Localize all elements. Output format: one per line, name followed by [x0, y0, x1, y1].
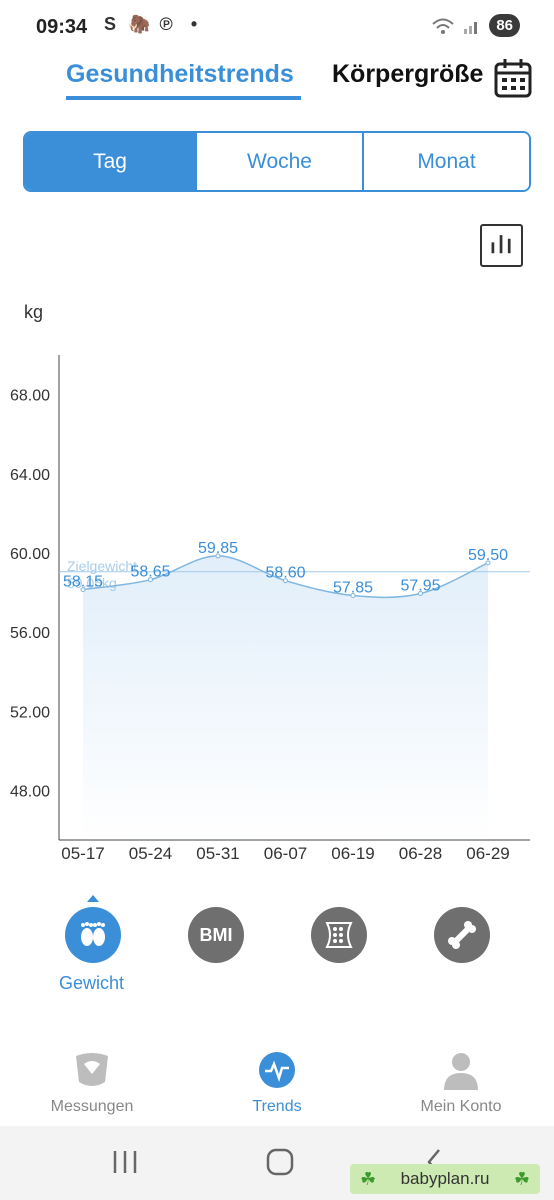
bar-chart-toggle-icon[interactable] [480, 224, 523, 267]
x-tick-label: 05-31 [196, 844, 239, 863]
data-point [418, 591, 423, 597]
nav-trends[interactable]: Trends [197, 1050, 357, 1116]
wifi-icon [432, 18, 454, 34]
active-metric-caret [87, 895, 99, 902]
recent-apps-icon[interactable] [105, 1146, 145, 1178]
scale-icon [76, 1053, 108, 1086]
data-value-label: 57.85 [333, 580, 373, 597]
data-point [350, 593, 356, 599]
period-tab-monat[interactable]: Monat [362, 133, 529, 190]
data-point [485, 560, 491, 566]
y-axis-unit: kg [24, 302, 44, 322]
x-tick-label: 06-29 [466, 844, 509, 863]
signal-icon [464, 21, 478, 34]
x-tick-label: 05-24 [129, 844, 172, 863]
status-time: 09:34 [36, 16, 88, 38]
watermark: ☘ babyplan.ru ☘ [350, 1164, 540, 1194]
system-status: 86 [431, 14, 520, 37]
top-tabs: Gesundheitstrends Körpergröße [0, 54, 554, 110]
clover-icon: ☘ [513, 1168, 530, 1189]
watermark-text: babyplan.ru [400, 1169, 490, 1188]
metric-body-composition-button[interactable] [311, 907, 367, 963]
data-value-label: 59.50 [468, 547, 508, 564]
status-bar: 09:34 S 🦣 ℗ • 86 [0, 0, 554, 54]
period-tab-tag[interactable]: Tag [25, 133, 195, 190]
metric-gewicht-button[interactable] [65, 907, 121, 963]
y-tick-label: 48.00 [10, 784, 50, 801]
tab-gesundheitstrends[interactable]: Gesundheitstrends [66, 60, 294, 88]
y-tick-label: 64.00 [10, 467, 50, 484]
data-value-label: 58.65 [130, 564, 170, 581]
y-tick-label: 60.00 [10, 546, 50, 563]
tab-koerpergroesse[interactable]: Körpergröße [332, 60, 484, 88]
metric-bmi-button[interactable]: BMI [188, 907, 244, 963]
data-value-label: 58.15 [63, 574, 103, 591]
data-value-label: 57.95 [400, 578, 440, 595]
metric-selector: BMI Gewicht [0, 895, 554, 1005]
x-tick-label: 05-17 [61, 844, 104, 863]
notification-icons: S 🦣 ℗ • [100, 14, 204, 35]
home-icon[interactable] [260, 1146, 300, 1178]
weight-trend-chart: Zielgewicht59.05kg48.0052.0056.0060.0064… [10, 355, 530, 863]
clover-icon: ☘ [360, 1168, 377, 1189]
data-point [283, 578, 288, 584]
nav-label-mein-konto: Mein Konto [420, 1098, 502, 1115]
y-tick-label: 56.00 [10, 625, 50, 642]
target-weight-label: Zielgewicht [67, 558, 137, 574]
nav-label-messungen: Messungen [50, 1098, 134, 1115]
nav-label-trends: Trends [252, 1098, 302, 1115]
person-icon [444, 1053, 478, 1090]
area-fill [83, 555, 488, 840]
y-tick-label: 68.00 [10, 388, 50, 405]
bmi-icon: BMI [199, 924, 233, 945]
footprints-icon [81, 922, 105, 946]
active-tab-indicator [66, 96, 301, 100]
battery-indicator: 86 [489, 14, 520, 37]
x-tick-label: 06-19 [331, 844, 374, 863]
period-selector: Tag Woche Monat [23, 131, 531, 192]
metric-bone-button[interactable] [434, 907, 490, 963]
x-tick-label: 06-07 [264, 844, 307, 863]
bone-icon [448, 921, 476, 949]
data-value-label: 58.60 [265, 565, 305, 582]
bottom-navigation: Messungen Trends Mein Konto [0, 1050, 554, 1126]
data-point [148, 577, 153, 583]
data-point [215, 553, 221, 559]
body-composition-icon [325, 922, 353, 948]
data-value-label: 59.85 [198, 540, 238, 557]
active-metric-label: Gewicht [59, 973, 125, 993]
nav-mein-konto[interactable]: Mein Konto [381, 1050, 541, 1116]
s-app-icon: S [103, 14, 116, 34]
x-tick-label: 06-28 [399, 844, 442, 863]
data-point [80, 587, 86, 593]
pinterest-icon: ℗ [159, 14, 173, 34]
period-tab-woche[interactable]: Woche [195, 133, 362, 190]
y-tick-label: 52.00 [10, 704, 50, 721]
calendar-icon[interactable] [494, 58, 532, 98]
mammoth-app-icon: 🦣 [128, 14, 151, 34]
pulse-icon [259, 1052, 295, 1088]
nav-messungen[interactable]: Messungen [12, 1050, 172, 1116]
more-notifications-icon: • [190, 14, 198, 34]
